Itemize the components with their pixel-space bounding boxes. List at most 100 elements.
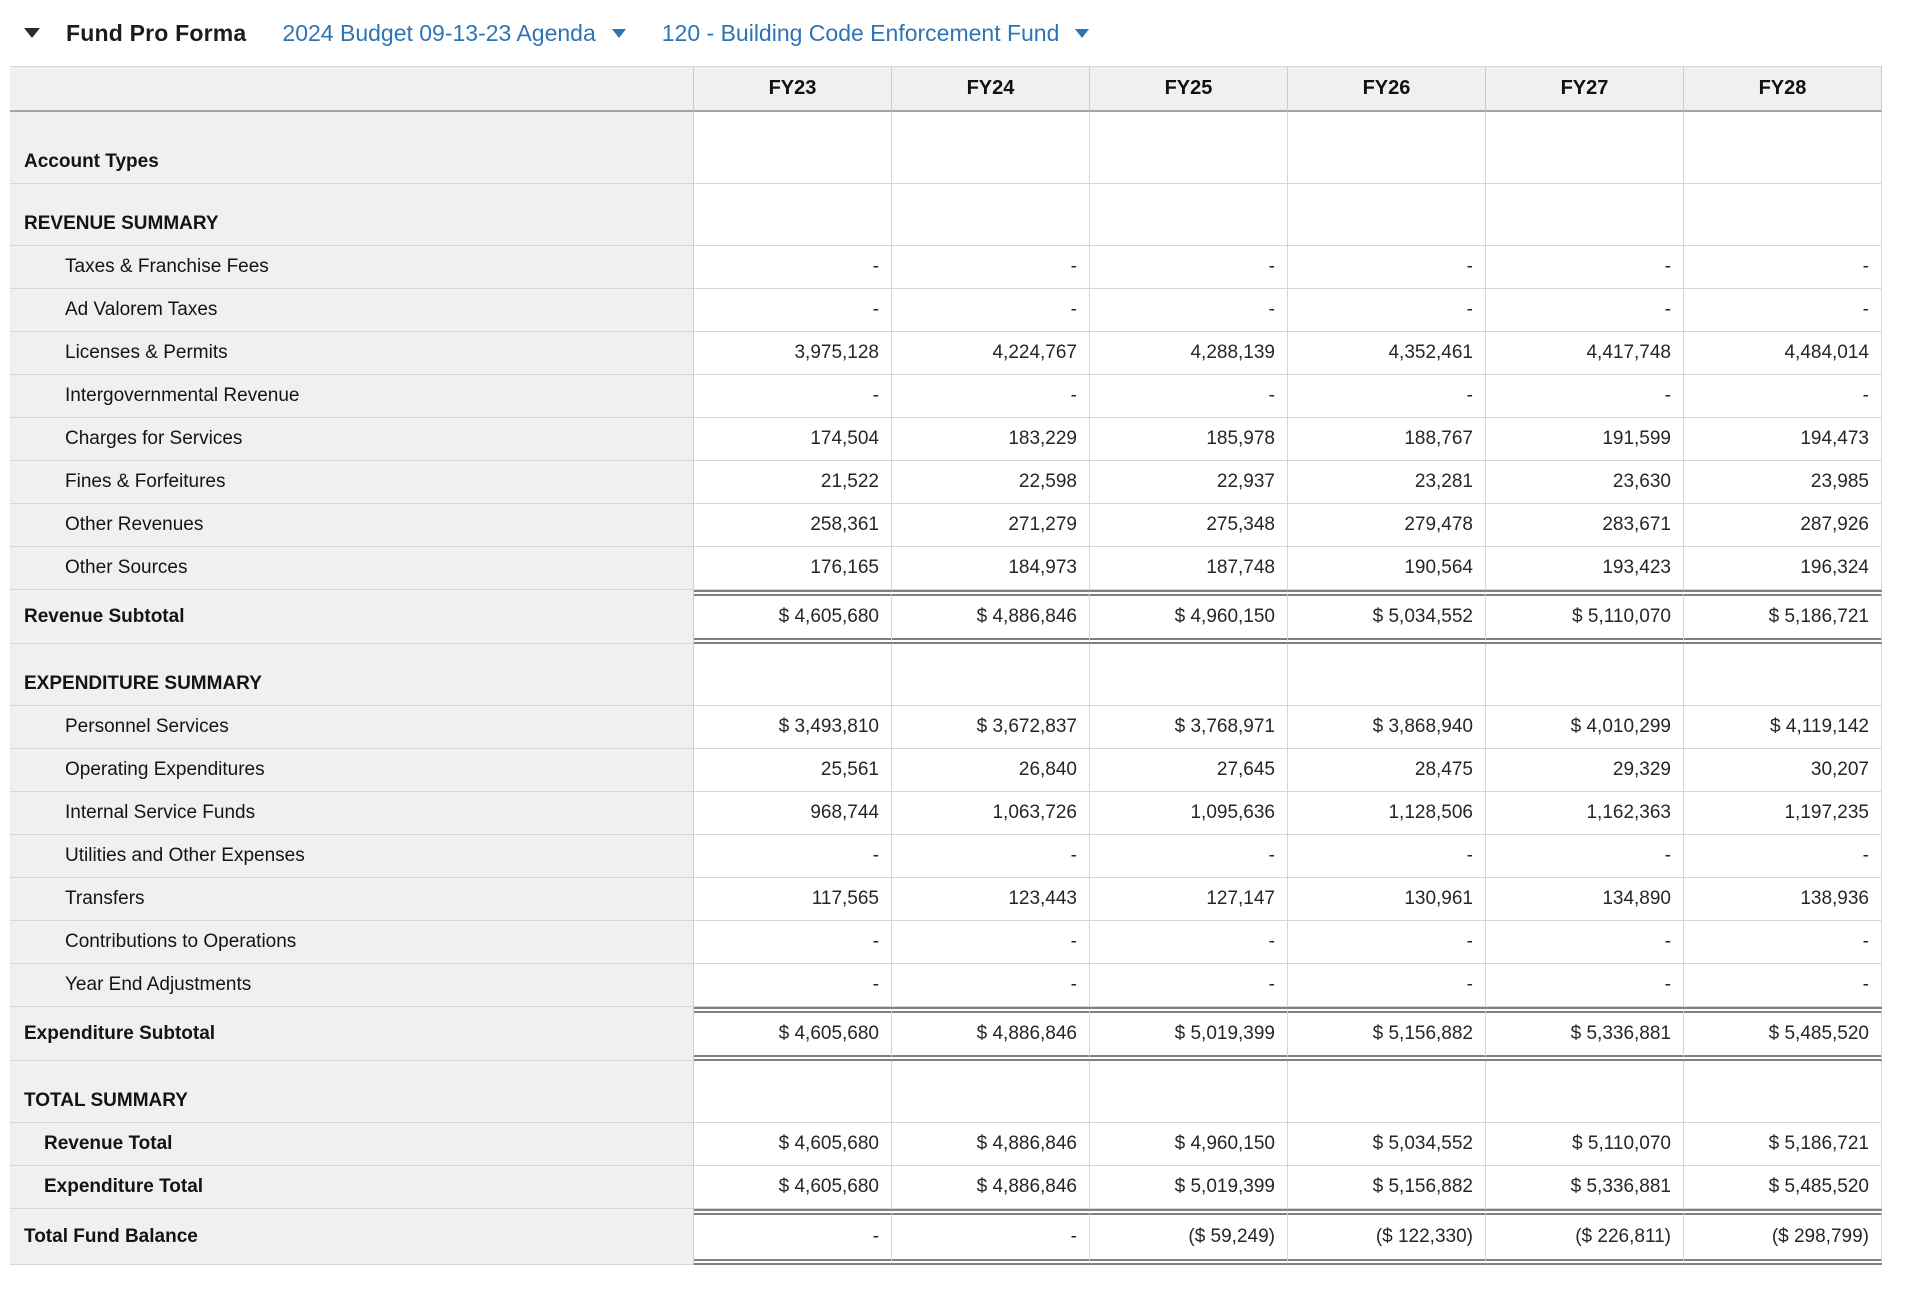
row-label: Utilities and Other Expenses [10, 835, 694, 878]
cell-revenue-total-fy23: $ 4,605,680 [694, 1123, 892, 1166]
column-header-fy23: FY23 [694, 66, 892, 112]
table-row-account-types: Account Types [10, 112, 1882, 184]
chevron-down-icon[interactable] [611, 28, 626, 38]
table-row-total-fund-balance: Total Fund Balance - - ($ 59,249) ($ 122,330… [10, 1209, 1882, 1265]
row-label: Taxes & Franchise Fees [10, 246, 694, 289]
cell-intergovernmental-revenue-fy27: - [1486, 375, 1684, 418]
cell-taxes-franchise-fees-fy24: - [892, 246, 1090, 289]
cell-taxes-franchise-fees-fy28: - [1684, 246, 1882, 289]
cell-charges-for-services-fy28: 194,473 [1684, 418, 1882, 461]
cell-charges-for-services-fy26: 188,767 [1288, 418, 1486, 461]
fund-dropdown[interactable]: 120 - Building Code Enforcement Fund [662, 20, 1090, 47]
table-row-revenue-summary: REVENUE SUMMARY [10, 184, 1882, 246]
cell-year-end-adjustments-fy24: - [892, 964, 1090, 1007]
row-label: Other Revenues [10, 504, 694, 547]
cell-expenditure-summary-fy25 [1090, 644, 1288, 706]
cell-total-fund-balance-fy26: ($ 122,330) [1288, 1209, 1486, 1265]
cell-total-fund-balance-fy23: - [694, 1209, 892, 1265]
fund-dropdown-label: 120 - Building Code Enforcement Fund [661, 19, 1060, 46]
cell-other-sources-fy27: 193,423 [1486, 547, 1684, 590]
cell-intergovernmental-revenue-fy26: - [1288, 375, 1486, 418]
cell-ad-valorem-taxes-fy25: - [1090, 289, 1288, 332]
cell-other-revenues-fy25: 275,348 [1090, 504, 1288, 547]
cell-expenditure-total-fy23: $ 4,605,680 [694, 1166, 892, 1209]
cell-personnel-services-fy26: $ 3,868,940 [1288, 706, 1486, 749]
cell-operating-expenditures-fy26: 28,475 [1288, 749, 1486, 792]
row-label: Licenses & Permits [10, 332, 694, 375]
budget-version-dropdown-label: 2024 Budget 09-13-23 Agenda [282, 19, 596, 46]
table-row-licenses-permits: Licenses & Permits 3,975,128 4,224,767 4,28… [10, 332, 1882, 375]
cell-revenue-subtotal-fy28: $ 5,186,721 [1684, 590, 1882, 644]
cell-intergovernmental-revenue-fy23: - [694, 375, 892, 418]
table-row-intergovernmental-revenue: Intergovernmental Revenue - - - - - - [10, 375, 1882, 418]
cell-transfers-fy28: 138,936 [1684, 878, 1882, 921]
cell-revenue-total-fy25: $ 4,960,150 [1090, 1123, 1288, 1166]
cell-contributions-to-operations-fy28: - [1684, 921, 1882, 964]
cell-total-summary-fy25 [1090, 1061, 1288, 1123]
table-row-operating-expenditures: Operating Expenditures 25,561 26,840 27,645… [10, 749, 1882, 792]
cell-operating-expenditures-fy28: 30,207 [1684, 749, 1882, 792]
cell-charges-for-services-fy23: 174,504 [694, 418, 892, 461]
cell-licenses-permits-fy26: 4,352,461 [1288, 332, 1486, 375]
cell-total-summary-fy26 [1288, 1061, 1486, 1123]
cell-other-sources-fy24: 184,973 [892, 547, 1090, 590]
table-row-revenue-subtotal: Revenue Subtotal $ 4,605,680 $ 4,886,846 $ … [10, 590, 1882, 644]
cell-internal-service-funds-fy27: 1,162,363 [1486, 792, 1684, 835]
cell-total-fund-balance-fy27: ($ 226,811) [1486, 1209, 1684, 1265]
cell-contributions-to-operations-fy24: - [892, 921, 1090, 964]
cell-contributions-to-operations-fy26: - [1288, 921, 1486, 964]
table-row-other-sources: Other Sources 176,165 184,973 187,748 190,56… [10, 547, 1882, 590]
cell-intergovernmental-revenue-fy24: - [892, 375, 1090, 418]
cell-year-end-adjustments-fy28: - [1684, 964, 1882, 1007]
cell-revenue-total-fy24: $ 4,886,846 [892, 1123, 1090, 1166]
cell-other-sources-fy23: 176,165 [694, 547, 892, 590]
table-header-row: FY23 FY24 FY25 FY26 FY27 FY28 [10, 66, 1882, 112]
cell-revenue-subtotal-fy23: $ 4,605,680 [694, 590, 892, 644]
cell-transfers-fy27: 134,890 [1486, 878, 1684, 921]
collapse-section-icon[interactable] [24, 28, 40, 38]
table-row-year-end-adjustments: Year End Adjustments - - - - - - [10, 964, 1882, 1007]
column-header-fy27: FY27 [1486, 66, 1684, 112]
cell-revenue-summary-fy27 [1486, 184, 1684, 246]
row-label: Ad Valorem Taxes [10, 289, 694, 332]
cell-taxes-franchise-fees-fy27: - [1486, 246, 1684, 289]
cell-ad-valorem-taxes-fy27: - [1486, 289, 1684, 332]
row-label: REVENUE SUMMARY [10, 184, 694, 246]
cell-account-types-fy27 [1486, 112, 1684, 184]
row-label: Year End Adjustments [10, 964, 694, 1007]
table-row-utilities-and-other-expenses: Utilities and Other Expenses - - - - - - [10, 835, 1882, 878]
cell-total-summary-fy27 [1486, 1061, 1684, 1123]
budget-version-dropdown[interactable]: 2024 Budget 09-13-23 Agenda [282, 19, 626, 47]
cell-licenses-permits-fy25: 4,288,139 [1090, 332, 1288, 375]
cell-year-end-adjustments-fy27: - [1486, 964, 1684, 1007]
cell-personnel-services-fy23: $ 3,493,810 [694, 706, 892, 749]
cell-utilities-and-other-expenses-fy25: - [1090, 835, 1288, 878]
cell-operating-expenditures-fy23: 25,561 [694, 749, 892, 792]
cell-year-end-adjustments-fy23: - [694, 964, 892, 1007]
table-row-ad-valorem-taxes: Ad Valorem Taxes - - - - - - [10, 289, 1882, 332]
table-row-expenditure-subtotal: Expenditure Subtotal $ 4,605,680 $ 4,886,8… [10, 1007, 1882, 1061]
cell-account-types-fy25 [1090, 112, 1288, 184]
cell-fines-forfeitures-fy24: 22,598 [892, 461, 1090, 504]
chevron-down-icon[interactable] [1075, 28, 1090, 38]
cell-ad-valorem-taxes-fy28: - [1684, 289, 1882, 332]
row-label: Expenditure Total [10, 1166, 694, 1209]
cell-expenditure-summary-fy23 [694, 644, 892, 706]
row-label: Revenue Subtotal [10, 590, 694, 644]
cell-revenue-total-fy27: $ 5,110,070 [1486, 1123, 1684, 1166]
cell-total-fund-balance-fy24: - [892, 1209, 1090, 1265]
table-row-total-summary: TOTAL SUMMARY [10, 1061, 1882, 1123]
cell-year-end-adjustments-fy25: - [1090, 964, 1288, 1007]
row-label: Operating Expenditures [10, 749, 694, 792]
cell-contributions-to-operations-fy27: - [1486, 921, 1684, 964]
cell-personnel-services-fy25: $ 3,768,971 [1090, 706, 1288, 749]
cell-contributions-to-operations-fy25: - [1090, 921, 1288, 964]
cell-revenue-summary-fy25 [1090, 184, 1288, 246]
row-label: Other Sources [10, 547, 694, 590]
cell-internal-service-funds-fy26: 1,128,506 [1288, 792, 1486, 835]
table-row-other-revenues: Other Revenues 258,361 271,279 275,348 279,4… [10, 504, 1882, 547]
cell-expenditure-total-fy27: $ 5,336,881 [1486, 1166, 1684, 1209]
cell-fines-forfeitures-fy28: 23,985 [1684, 461, 1882, 504]
cell-revenue-summary-fy23 [694, 184, 892, 246]
cell-other-revenues-fy26: 279,478 [1288, 504, 1486, 547]
